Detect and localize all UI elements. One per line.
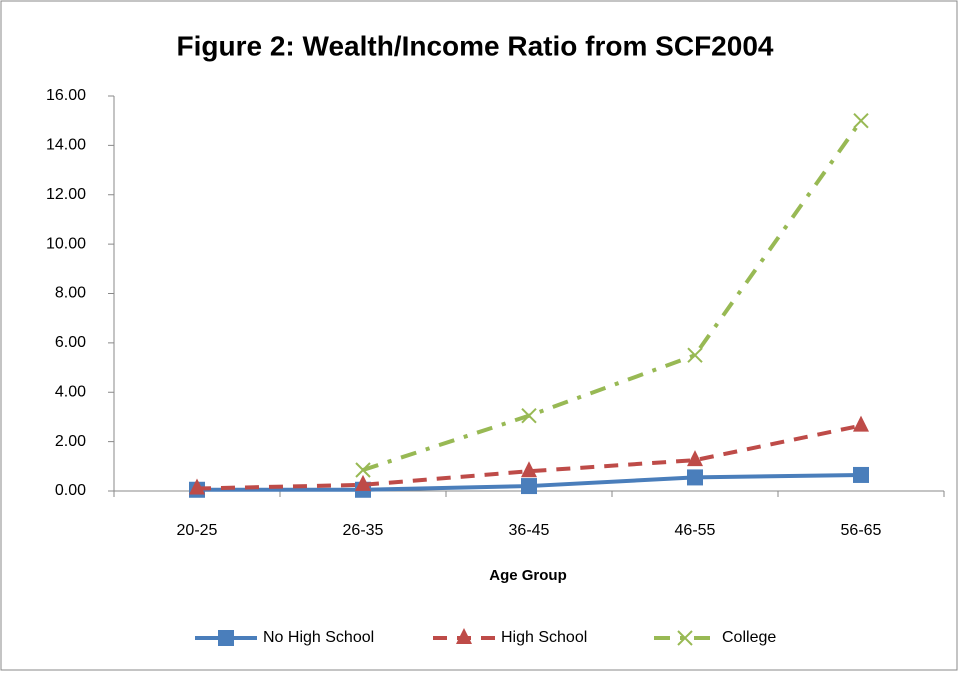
marker — [687, 347, 703, 363]
y-tick-label: 2.00 — [55, 433, 86, 450]
marker — [687, 469, 703, 486]
x-tick-label: 36-45 — [509, 522, 550, 539]
series-line — [362, 119, 863, 472]
y-tick-label: 12.00 — [46, 186, 86, 203]
marker — [355, 474, 371, 491]
marker — [687, 450, 703, 467]
marker — [853, 466, 869, 483]
marker — [853, 415, 869, 432]
marker — [456, 628, 472, 644]
y-tick-label: 10.00 — [46, 235, 86, 252]
y-tick-label: 16.00 — [46, 87, 86, 104]
marker — [521, 478, 537, 495]
x-axis-title: Age Group — [489, 567, 567, 584]
legend-label: No High School — [263, 629, 374, 646]
y-tick-label: 0.00 — [55, 482, 86, 499]
legend-label: College — [722, 629, 776, 646]
legend-label: High School — [501, 629, 587, 646]
y-tick-label: 4.00 — [55, 383, 86, 400]
series-line — [196, 423, 862, 491]
marker — [218, 630, 234, 646]
x-tick-label: 46-55 — [675, 522, 716, 539]
marker — [677, 630, 693, 646]
x-tick-label: 26-35 — [343, 522, 384, 539]
marker — [853, 112, 869, 129]
marker — [355, 462, 371, 478]
x-tick-label: 20-25 — [177, 522, 218, 539]
y-tick-label: 8.00 — [55, 285, 86, 302]
marker — [521, 407, 537, 424]
marker — [521, 461, 537, 478]
marker — [189, 478, 205, 495]
y-tick-label: 6.00 — [55, 334, 86, 351]
chart-title: Figure 2: Wealth/Income Ratio from SCF20… — [177, 30, 774, 61]
x-tick-label: 56-65 — [841, 522, 882, 539]
y-tick-label: 14.00 — [46, 137, 86, 154]
